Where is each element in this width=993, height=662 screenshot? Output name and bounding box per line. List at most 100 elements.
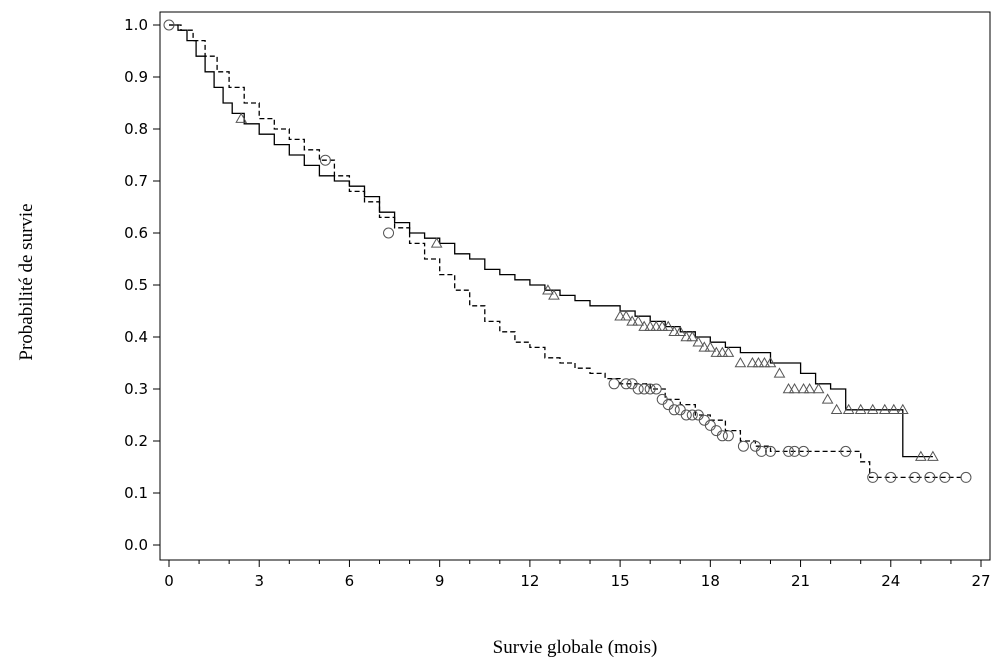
censor-marker-triangle	[758, 356, 771, 368]
x-tick-label: 27	[971, 572, 990, 590]
series-line-2	[169, 24, 963, 479]
censor-marker-triangle	[698, 341, 711, 352]
censor-marker-circle	[716, 430, 728, 442]
censor-marker-triangle	[674, 325, 687, 337]
x-axis-title: Survie globale (mois)	[493, 637, 658, 658]
censor-marker-triangle	[887, 403, 900, 415]
censor-marker-circle	[608, 378, 620, 390]
censor-marker-circle	[620, 378, 632, 390]
censor-marker-circle	[163, 19, 175, 31]
censor-marker-circle	[885, 471, 897, 483]
censor-marker-triangle	[638, 320, 651, 331]
censor-marker-triangle	[927, 450, 939, 461]
censor-marker-triangle	[788, 382, 801, 394]
x-tick-label: 6	[345, 572, 355, 590]
y-tick-label: 0.6	[124, 224, 148, 242]
censor-marker-circle	[656, 393, 668, 405]
y-tick-label: 1.0	[124, 16, 148, 34]
censor-marker-triangle	[866, 403, 879, 415]
censor-marker-triangle	[632, 315, 645, 326]
censor-marker-triangle	[797, 382, 810, 394]
censor-marker-triangle	[668, 325, 681, 337]
censor-marker-triangle	[644, 320, 657, 331]
censor-marker-circle	[737, 440, 749, 452]
censor-marker-triangle	[842, 403, 855, 415]
censor-marker-triangle	[803, 382, 816, 394]
censor-marker-triangle	[878, 403, 891, 415]
y-axis-title: Probabilité de survie	[16, 203, 37, 360]
series-layer	[163, 19, 972, 483]
y-tick-label: 0.3	[124, 380, 148, 398]
censor-marker-circle	[644, 383, 656, 395]
y-tick-label: 0.8	[124, 120, 148, 138]
y-tick-label: 0.7	[124, 172, 148, 190]
censor-marker-triangle	[812, 382, 825, 394]
censor-marker-circle	[674, 404, 686, 416]
censor-marker-triangle	[764, 356, 777, 368]
y-tick-label: 0.4	[124, 328, 148, 346]
censor-marker-triangle	[716, 346, 729, 357]
censor-marker-circle	[632, 383, 644, 395]
censor-marker-circle	[939, 471, 951, 483]
censor-marker-triangle	[830, 403, 843, 415]
censor-marker-circle	[710, 425, 722, 437]
censor-marker-circle	[924, 471, 936, 483]
censor-marker-triangle	[662, 320, 675, 331]
censor-marker-triangle	[821, 393, 834, 404]
censor-marker-circle	[680, 409, 692, 421]
censor-marker-circle	[704, 419, 716, 431]
censor-marker-triangle	[614, 310, 626, 321]
censor-marker-triangle	[914, 450, 927, 461]
censor-marker-circle	[686, 409, 698, 421]
censor-marker-circle	[319, 154, 331, 166]
censor-marker-triangle	[620, 310, 632, 321]
censor-marker-triangle	[752, 356, 765, 368]
censor-marker-triangle	[235, 112, 248, 123]
censor-marker-circle	[867, 471, 879, 483]
censor-marker-triangle	[548, 289, 560, 300]
x-tick-label: 24	[881, 572, 900, 590]
censor-marker-triangle	[542, 284, 554, 295]
y-tick-label: 0.5	[124, 276, 148, 294]
censor-marker-circle	[668, 404, 680, 416]
censor-marker-triangle	[734, 356, 747, 368]
censor-marker-circle	[755, 445, 767, 457]
censor-marker-triangle	[680, 330, 693, 342]
censor-marker-triangle	[710, 346, 723, 357]
censor-marker-circle	[909, 471, 921, 483]
series-line-1	[169, 24, 933, 458]
censor-marker-circle	[798, 445, 810, 457]
y-tick-label: 0.1	[124, 484, 148, 502]
censor-marker-triangle	[722, 346, 735, 357]
y-tick-label: 0.0	[124, 536, 148, 554]
y-tick-label: 0.2	[124, 432, 148, 450]
censor-marker-triangle	[686, 330, 699, 342]
censor-marker-triangle	[782, 382, 795, 394]
censor-marker-triangle	[896, 403, 909, 415]
censor-marker-circle	[789, 445, 801, 457]
x-tick-label: 3	[254, 572, 264, 590]
censor-marker-triangle	[430, 237, 443, 248]
censor-marker-triangle	[656, 320, 669, 331]
censor-marker-circle	[662, 399, 674, 411]
x-tick-label: 18	[701, 572, 720, 590]
censor-marker-triangle	[704, 341, 717, 352]
y-axis: 0.0 0.1 0.2 0.3 0.4 0.5 0.6 0.7 0.8 0.9 1.0	[124, 16, 160, 554]
censor-marker-circle	[783, 445, 795, 457]
censor-marker-circle	[638, 383, 650, 395]
censor-marker-circle	[840, 445, 852, 457]
x-tick-label: 0	[164, 572, 174, 590]
censor-marker-circle	[722, 430, 734, 442]
censor-marker-triangle	[773, 367, 786, 378]
x-tick-label: 9	[435, 572, 445, 590]
censor-marker-circle	[764, 445, 776, 457]
x-tick-label: 21	[791, 572, 810, 590]
censor-marker-circle	[698, 414, 710, 426]
censor-marker-circle	[650, 383, 662, 395]
y-tick-label: 0.9	[124, 68, 148, 86]
censor-marker-triangle	[692, 336, 705, 347]
x-tick-label: 12	[520, 572, 539, 590]
censor-marker-triangle	[854, 403, 867, 415]
censor-marker-triangle	[626, 315, 639, 326]
